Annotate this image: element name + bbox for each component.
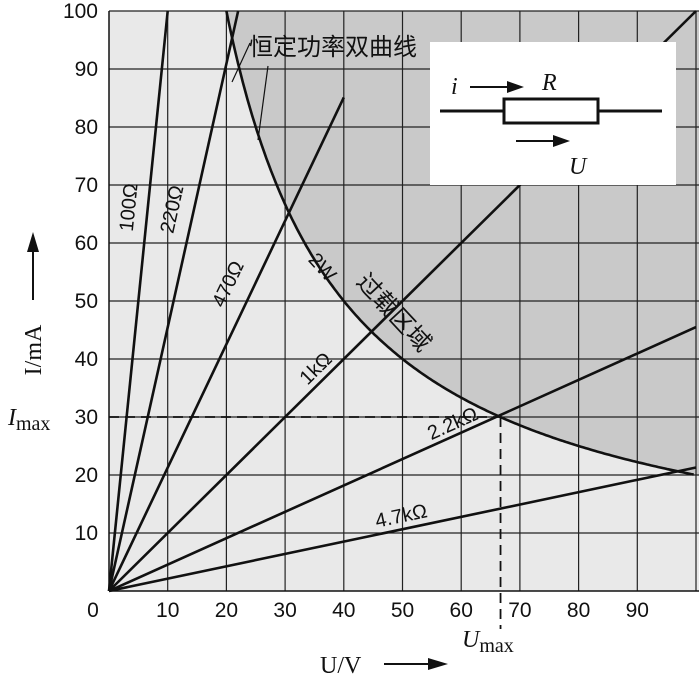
- x-tick-label: 40: [332, 599, 355, 622]
- power-hyperbola: [225, 10, 694, 476]
- line-2200-ohm: [108, 325, 697, 593]
- resistor-symbol: [502, 97, 600, 125]
- y-tick-label: 80: [75, 116, 98, 139]
- x-tick-label: 80: [567, 599, 590, 622]
- voltage-arrow-head: [553, 135, 570, 147]
- x-tick-label: 70: [508, 599, 531, 622]
- line-100-ohm: [107, 10, 169, 592]
- imax-sub: max: [16, 413, 50, 435]
- current-arrow-head: [507, 81, 524, 93]
- umax-label: Umax: [462, 627, 514, 657]
- power-curve-label: 恒定功率双曲线: [249, 33, 417, 61]
- svg-text:Umax: Umax: [462, 627, 514, 657]
- y-tick-label: 70: [75, 174, 98, 197]
- inset-resistor-label: R: [541, 70, 557, 96]
- y-tick-label: 60: [75, 232, 98, 255]
- power-label-leader-2: [257, 65, 269, 141]
- umax-letter: U: [462, 627, 481, 653]
- x-tick-label: 50: [391, 599, 414, 622]
- y-axis-label: I/mA: [21, 324, 47, 375]
- line-4700-ohm: [108, 466, 697, 593]
- y-tick-label: 90: [75, 58, 98, 81]
- svg-text:Imax: Imax: [7, 405, 50, 435]
- x-tick-label: 90: [626, 599, 649, 622]
- circuit-inset: i R U: [430, 42, 676, 185]
- x-tick-label: 60: [450, 599, 473, 622]
- y-tick-label: 20: [75, 464, 98, 487]
- line-220-ohm: [107, 10, 240, 592]
- imax-label: Imax: [7, 405, 50, 435]
- x-tick-label: 0: [87, 599, 99, 622]
- series-label-100-ohm: 100Ω: [116, 182, 143, 232]
- power-label-leader-1: [231, 42, 251, 83]
- umax-sub: max: [479, 635, 513, 657]
- y-tick-label: 30: [75, 406, 98, 429]
- line-470-ohm: [107, 96, 345, 592]
- inset-voltage-label: U: [569, 154, 588, 180]
- x-tick-label: 10: [156, 599, 179, 622]
- y-tick-label: 10: [75, 522, 98, 545]
- y-tick-label: 40: [75, 348, 98, 371]
- y-tick-label: 50: [75, 290, 98, 313]
- x-tick-label: 20: [215, 599, 238, 622]
- x-axis-arrow-head: [428, 658, 448, 670]
- x-tick-label: 30: [273, 599, 296, 622]
- imax-letter: I: [7, 405, 17, 431]
- x-axis-label: U/V: [320, 653, 362, 679]
- y-axis-arrow-head: [27, 232, 39, 252]
- inset-current-label: i: [451, 74, 458, 100]
- y-tick-label: 100: [63, 0, 98, 23]
